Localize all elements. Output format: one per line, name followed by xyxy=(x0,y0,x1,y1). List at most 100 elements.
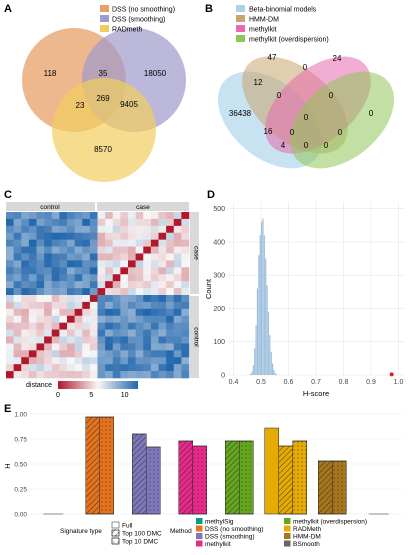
heatmap-cell xyxy=(51,329,60,337)
heatmap-cell xyxy=(173,225,182,234)
heatmap-cell xyxy=(36,350,45,358)
heatmap-row-strip-case xyxy=(190,212,199,294)
heatmap-cell xyxy=(166,212,175,220)
heatmap-cell xyxy=(112,371,121,379)
heatmap-cell xyxy=(97,371,106,379)
heatmap-cell xyxy=(166,301,175,310)
heatmap-cell xyxy=(158,329,167,337)
heatmap-cell xyxy=(112,232,121,240)
heatmap-cell xyxy=(82,212,91,220)
venn-b-count: 47 xyxy=(268,53,277,62)
heatmap-cell xyxy=(89,246,98,254)
heatmap-cell xyxy=(112,336,121,344)
heatmap-cell xyxy=(112,343,121,351)
heatmap-cell xyxy=(59,322,68,330)
heatmap-cell xyxy=(67,322,75,330)
heatmap-cell xyxy=(181,343,190,351)
heatmap-cell xyxy=(150,336,159,344)
heatmap-cell xyxy=(44,274,53,282)
heatmap-cell xyxy=(82,322,91,330)
heatmap-cell xyxy=(59,274,68,282)
legend-label-beta-binomial: Beta-binomial models xyxy=(249,7,317,14)
heatmap-cell xyxy=(97,301,106,310)
heatmap-cell xyxy=(128,357,136,365)
heatmap-cell xyxy=(82,218,91,227)
heatmap-cell xyxy=(28,371,37,379)
heatmap-cell xyxy=(59,267,68,275)
heatmap-cell xyxy=(181,212,190,220)
histogram-x-tick: 0.8 xyxy=(339,379,349,386)
heatmap-cell xyxy=(6,288,14,296)
heatmap-cell xyxy=(166,218,175,227)
heatmap-cell xyxy=(120,225,129,234)
heatmap-cell xyxy=(158,301,167,310)
heatmap-cell xyxy=(120,322,129,330)
venn-a-count-smooth-radmeth: 9405 xyxy=(120,100,138,109)
heatmap-legend-tick: 0 xyxy=(56,392,60,399)
heatmap-cell xyxy=(181,322,190,330)
heatmap-cell xyxy=(51,274,60,282)
heatmap-cell xyxy=(166,267,175,275)
heatmap-cell xyxy=(28,364,37,372)
heatmap-cell xyxy=(181,253,190,261)
heatmap-cell xyxy=(143,308,152,317)
heatmap-cell xyxy=(143,371,152,379)
histogram-x-tick: 0.9 xyxy=(366,379,376,386)
heatmap-cell xyxy=(89,336,98,344)
heatmap-cell xyxy=(105,357,114,365)
heatmap-cell xyxy=(67,253,75,261)
heatmap-cell xyxy=(97,336,106,344)
heatmap-cell xyxy=(135,350,144,358)
heatmap-cell xyxy=(173,232,182,240)
heatmap-cell xyxy=(97,315,106,323)
heatmap-cell xyxy=(44,357,53,365)
signature-legend-swatch xyxy=(111,521,120,529)
heatmap-cell xyxy=(120,218,129,227)
heatmap-cell xyxy=(158,246,167,254)
heatmap-cell xyxy=(135,274,144,282)
heatmap-cell xyxy=(128,336,136,344)
heatmap-cell xyxy=(97,343,106,351)
heatmap-cell xyxy=(13,308,22,317)
heatmap-cell xyxy=(158,322,167,330)
heatmap-cell xyxy=(82,232,91,240)
heatmap-cell xyxy=(6,267,14,275)
histogram-x-tick: 1.0 xyxy=(394,379,404,386)
method-legend-swatch xyxy=(284,525,291,532)
heatmap-cell xyxy=(82,253,91,261)
heatmap-cell xyxy=(28,336,37,344)
heatmap-cell xyxy=(166,364,175,372)
venn-b-count: 12 xyxy=(254,78,263,87)
histogram-ticks: 0.4 0.5 0.6 0.7 0.8 0.9 1.0 0 100 200 300 400 500 xyxy=(213,206,403,386)
venn-b-count: 0 xyxy=(303,63,308,72)
heatmap-cell xyxy=(143,295,152,303)
heatmap-cell xyxy=(97,322,106,330)
heatmap-cell xyxy=(120,295,129,303)
heatmap-cell xyxy=(6,350,14,358)
heatmap-cell xyxy=(181,350,190,358)
heatmap-cell xyxy=(181,232,190,240)
heatmap-cell xyxy=(120,212,129,220)
heatmap-cell xyxy=(150,343,159,351)
heatmap-cell xyxy=(112,281,121,289)
heatmap-cell xyxy=(74,253,83,261)
heatmap-cell xyxy=(128,274,136,282)
histogram-x-tick: 0.5 xyxy=(256,379,266,386)
heatmap-cell xyxy=(135,357,144,365)
heatmap-cell xyxy=(143,315,152,323)
heatmap-cell xyxy=(67,274,75,282)
heatmap-cell xyxy=(6,343,14,351)
venn-b-legend: Beta-binomial models HMM-DM methylkit me… xyxy=(236,5,329,44)
histogram-bar xyxy=(261,221,263,375)
heatmap-cell xyxy=(181,371,190,379)
heatmap-cell xyxy=(158,308,167,317)
heatmap-cell xyxy=(143,336,152,344)
heatmap-cell xyxy=(51,371,60,379)
heatmap-cell xyxy=(112,301,121,310)
heatmap-cell xyxy=(13,357,22,365)
heatmap-cell xyxy=(36,274,45,282)
heatmap-legend-title: distance xyxy=(26,382,52,389)
heatmap-cell xyxy=(59,350,68,358)
heatmap-cell xyxy=(89,267,98,275)
heatmap-cell xyxy=(36,322,45,330)
